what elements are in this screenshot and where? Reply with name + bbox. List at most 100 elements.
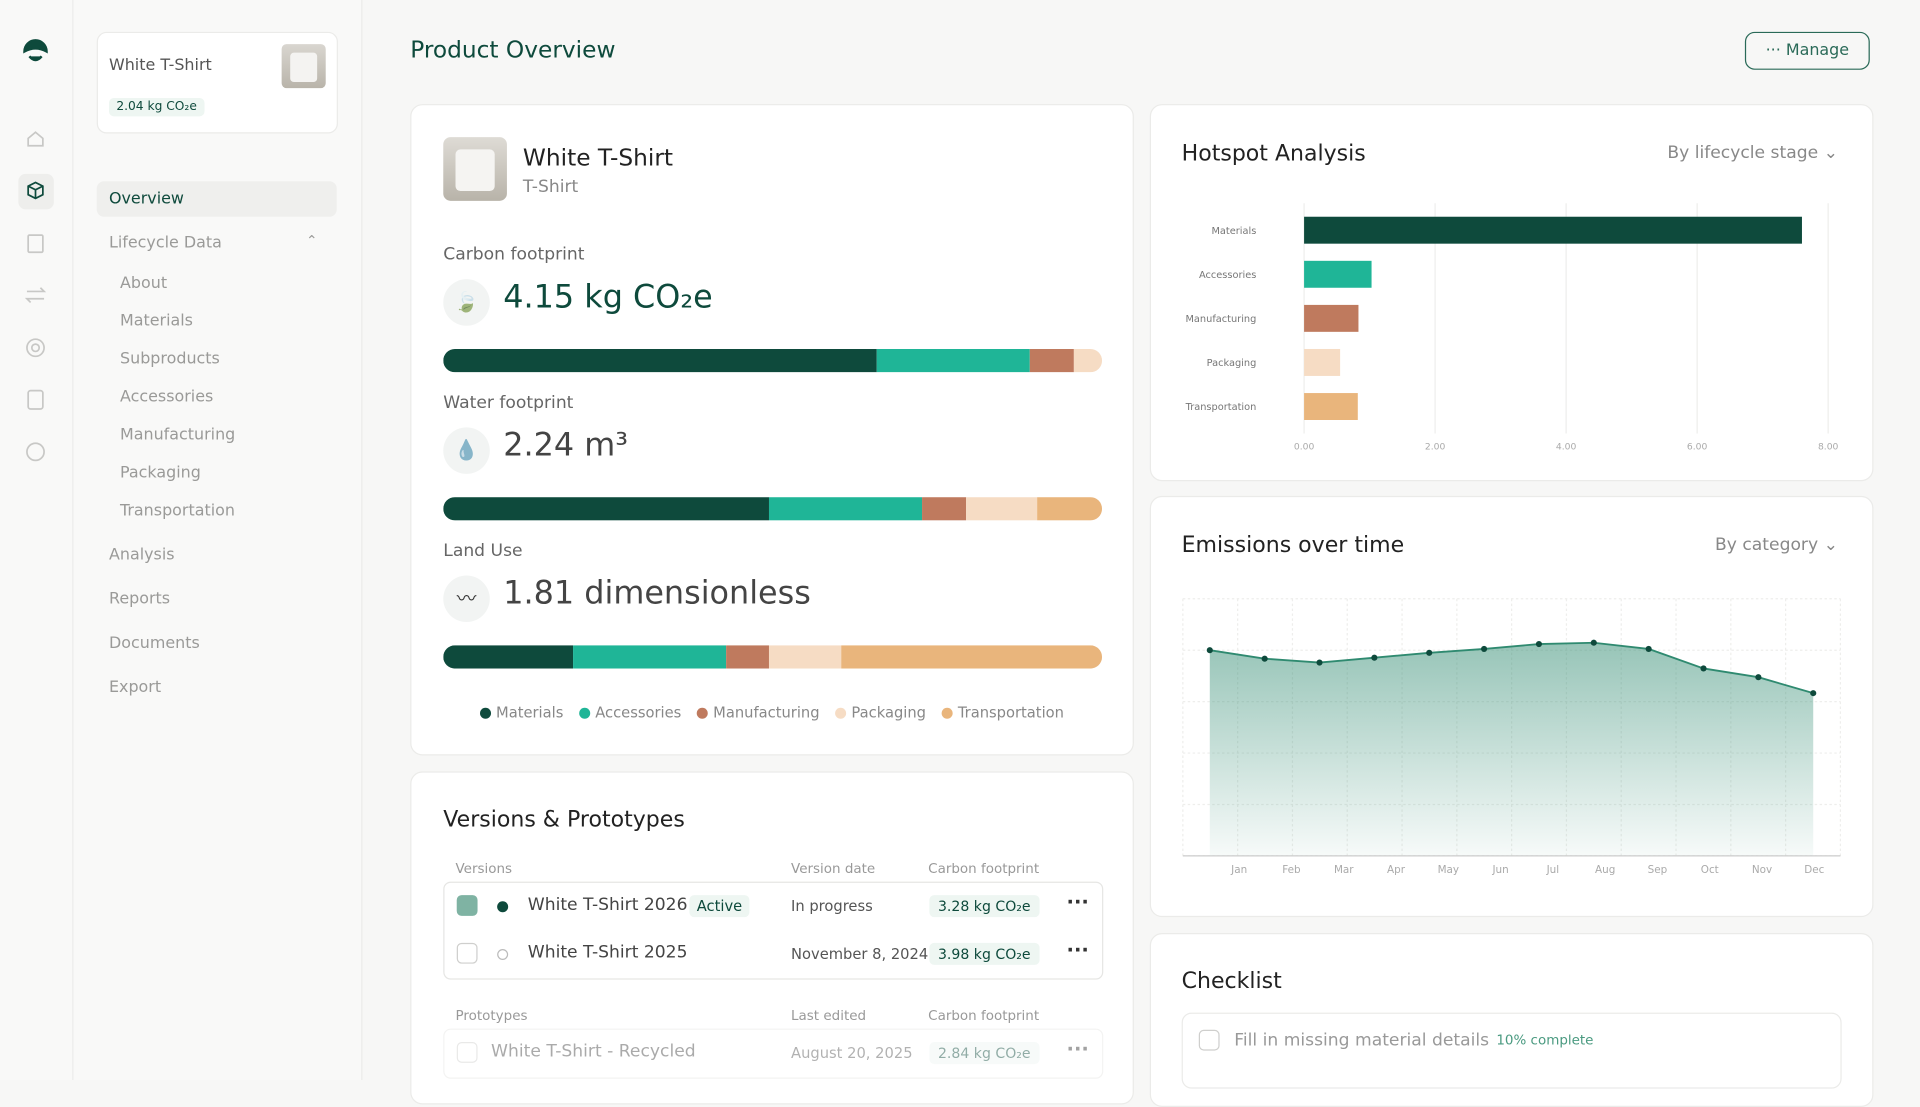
nav-item: Export bbox=[108, 678, 162, 697]
point bbox=[1316, 659, 1323, 666]
row-date: In progress bbox=[791, 897, 873, 915]
x-tick-label: May bbox=[1438, 864, 1459, 876]
footprint-pill: 3.28 kg CO₂e bbox=[929, 895, 1040, 918]
emissions-card: Emissions over time By category ⌄ Jan Feb… bbox=[1149, 495, 1874, 918]
nav-subitem: Transportation bbox=[120, 502, 235, 521]
manage-label: Manage bbox=[1785, 41, 1850, 61]
footprint-segment bbox=[443, 348, 877, 373]
legend-item: Packaging bbox=[835, 704, 927, 722]
legend-dot bbox=[579, 707, 591, 719]
x-tick-label: Jun bbox=[1491, 864, 1508, 876]
nav-item: Lifecycle Data bbox=[108, 233, 222, 253]
legend-label: Transportation bbox=[957, 704, 1064, 722]
versions-card: Versions & Prototypes Versions Version da… bbox=[410, 771, 1134, 1105]
legend-dot bbox=[835, 707, 847, 719]
point bbox=[1700, 665, 1707, 672]
checklist-item[interactable]: Fill in missing material details 10% com… bbox=[1181, 1012, 1842, 1089]
x-tick-label: Mar bbox=[1334, 864, 1354, 876]
footprint-icon: 〰 bbox=[443, 575, 490, 623]
timeline-dot bbox=[497, 948, 509, 961]
point bbox=[1755, 674, 1762, 681]
bar bbox=[1304, 260, 1372, 288]
row-menu[interactable]: ··· bbox=[1066, 890, 1089, 914]
footprint-pill: 2.84 kg CO₂e bbox=[929, 1042, 1040, 1065]
footprint-value: 4.15 kg CO₂e bbox=[503, 279, 713, 316]
row-name: White T-Shirt 2025 bbox=[527, 942, 688, 963]
footprint-label: Water footprint bbox=[443, 393, 574, 413]
row-name: White T-Shirt 2026 bbox=[527, 895, 688, 915]
x-tick-label: 2.00 bbox=[1425, 441, 1446, 452]
timeline-dot bbox=[497, 901, 509, 913]
rail-icons bbox=[18, 39, 54, 462]
legend: Materials Accessories Manufacturing Packagi… bbox=[411, 704, 1132, 721]
app: White T-Shirt 2.04 kg CO₂e Overview Lifec… bbox=[0, 0, 1874, 1107]
footprint-bar bbox=[443, 645, 1103, 669]
x-tick-label: 0.00 bbox=[1294, 441, 1315, 452]
area bbox=[1209, 642, 1814, 856]
y-tick-label: Manufacturing bbox=[1185, 314, 1256, 325]
hotspot-card: Hotspot Analysis By lifecycle stage ⌄ 0.… bbox=[1149, 104, 1874, 482]
product-image bbox=[443, 137, 507, 201]
product-category: T-Shirt bbox=[522, 177, 579, 198]
table-header: Carbon footprint bbox=[928, 1007, 1040, 1024]
line bbox=[1209, 641, 1814, 695]
point bbox=[1810, 690, 1817, 697]
legend-item: Materials bbox=[480, 704, 563, 721]
legend-dot bbox=[480, 707, 492, 719]
x-tick-label: 8.00 bbox=[1818, 441, 1839, 452]
row-name: White T-Shirt - Recycled bbox=[491, 1042, 696, 1062]
footprint-label: Land Use bbox=[443, 541, 523, 561]
point bbox=[1261, 655, 1268, 662]
footprint-segment bbox=[1029, 348, 1074, 373]
product-card[interactable]: White T-Shirt 2.04 kg CO₂e bbox=[96, 31, 338, 134]
footprint-segment bbox=[768, 645, 842, 669]
product-card-name: White T-Shirt bbox=[108, 56, 212, 75]
y-tick-label: Materials bbox=[1211, 226, 1256, 237]
legend-label: Materials bbox=[496, 704, 564, 722]
manage-button[interactable]: ··· Manage bbox=[1744, 31, 1870, 70]
icon-rail bbox=[0, 0, 74, 1081]
checklist-title: Checklist bbox=[1181, 968, 1282, 995]
table-header: Prototypes bbox=[455, 1007, 528, 1024]
nav-panel bbox=[73, 0, 363, 1081]
checkbox[interactable] bbox=[1198, 1029, 1220, 1051]
nav-subitem: Manufacturing bbox=[120, 426, 236, 445]
footprint-label: Carbon footprint bbox=[443, 244, 585, 265]
point bbox=[1535, 640, 1543, 648]
nav-subitem: Packaging bbox=[120, 464, 201, 483]
x-tick-label: Nov bbox=[1752, 864, 1772, 876]
nav-item: Analysis bbox=[108, 546, 175, 565]
checkbox[interactable] bbox=[456, 895, 478, 916]
table-header: Last edited bbox=[791, 1007, 867, 1024]
row-date: August 20, 2025 bbox=[791, 1044, 913, 1062]
product-thumb bbox=[281, 44, 326, 89]
row-date: November 8, 2024 bbox=[791, 945, 929, 963]
status-pill: Active bbox=[689, 895, 750, 918]
emissions-title: Emissions over time bbox=[1181, 532, 1405, 559]
checklist-text: Fill in missing material details bbox=[1234, 1031, 1490, 1051]
row-menu[interactable]: ··· bbox=[1066, 937, 1089, 962]
nav-subitem: About bbox=[120, 274, 168, 293]
nav-item: Reports bbox=[108, 590, 171, 609]
bar bbox=[1304, 216, 1802, 244]
footprint-segment bbox=[443, 497, 769, 521]
point bbox=[1645, 645, 1652, 652]
footprint-value: 2.24 m³ bbox=[503, 427, 629, 465]
nav-active-bg bbox=[96, 181, 337, 217]
nav-subitem: Materials bbox=[120, 312, 193, 331]
legend-label: Packaging bbox=[851, 704, 927, 722]
checkbox[interactable] bbox=[456, 1042, 478, 1063]
footprint-segment bbox=[921, 497, 966, 521]
row-menu[interactable]: ··· bbox=[1066, 1037, 1089, 1061]
emissions-dropdown[interactable]: By category ⌄ bbox=[1715, 535, 1838, 555]
nav-subitem: Subproducts bbox=[120, 350, 220, 369]
checkbox[interactable] bbox=[456, 942, 478, 964]
chevron: ⌃ bbox=[306, 232, 318, 249]
page-title: Product Overview bbox=[410, 36, 616, 64]
y-tick-label: Accessories bbox=[1199, 270, 1256, 281]
legend-label: Accessories bbox=[595, 704, 682, 722]
hotspot-dropdown[interactable]: By lifecycle stage ⌄ bbox=[1667, 143, 1838, 163]
footprint-pill: 3.98 kg CO₂e bbox=[929, 942, 1040, 965]
nav-item: Documents bbox=[108, 634, 200, 653]
footprint-segment bbox=[1073, 348, 1103, 373]
